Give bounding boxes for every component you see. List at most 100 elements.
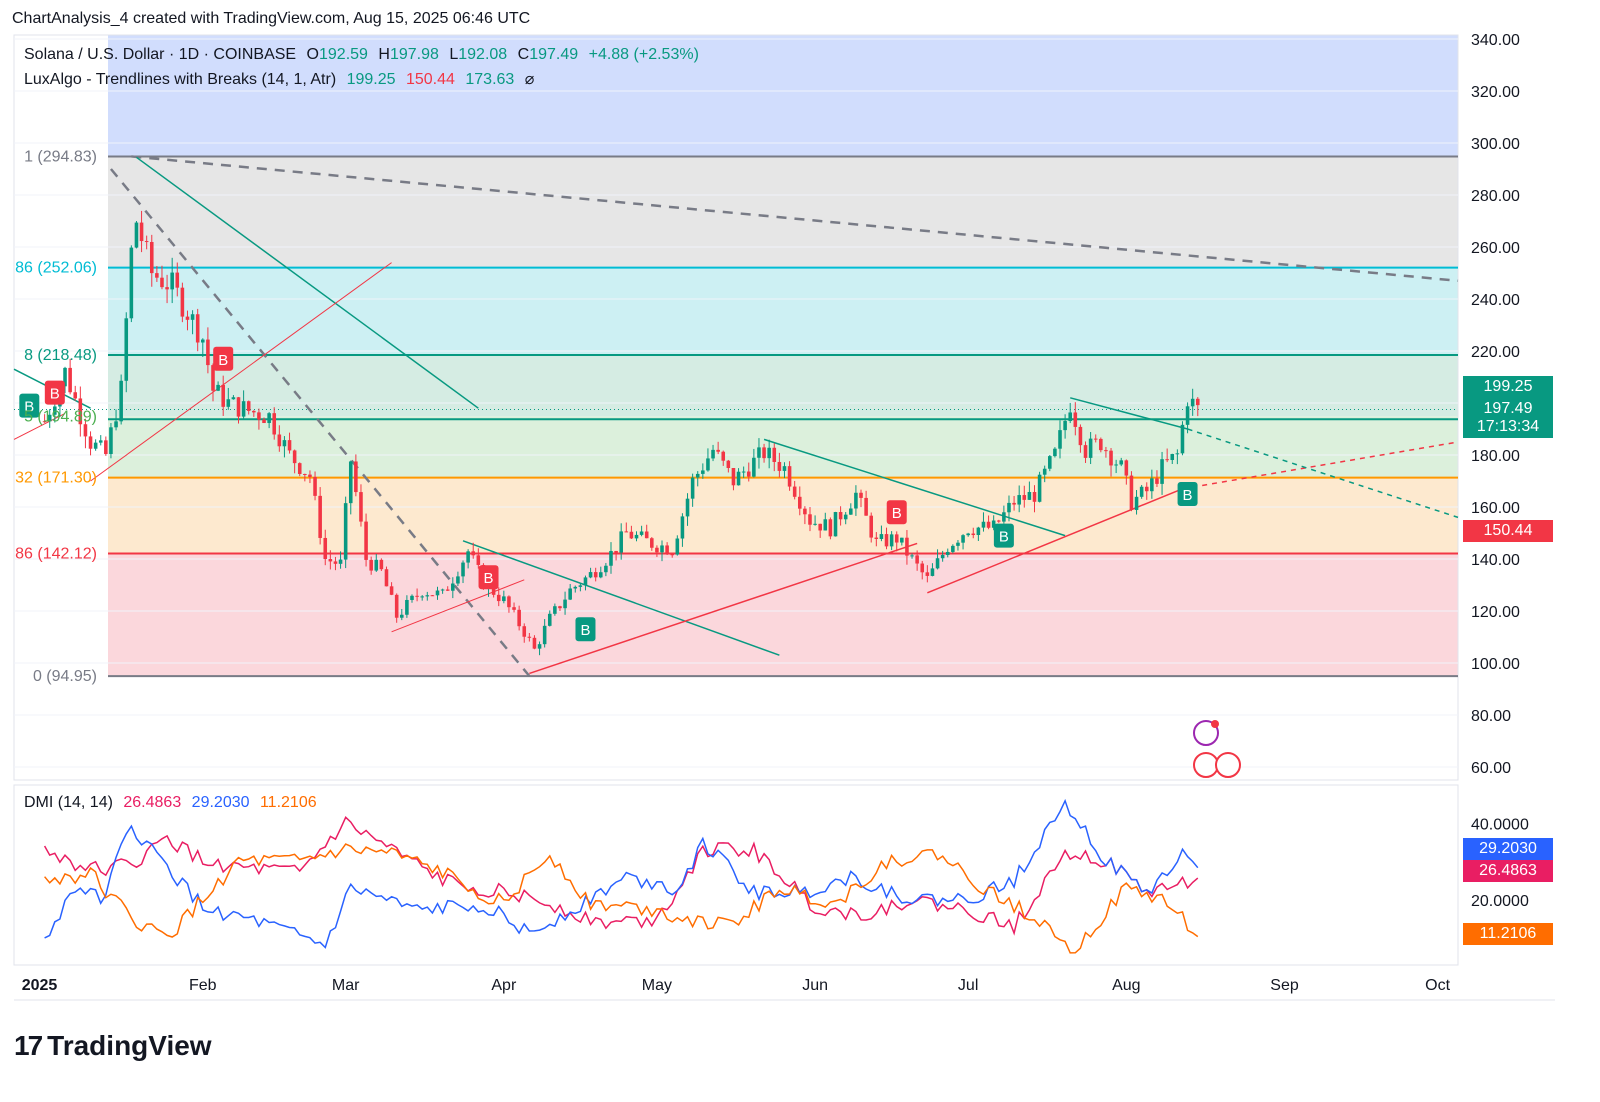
candle-body: [1012, 502, 1016, 505]
downtrend-teal-2: [462, 540, 780, 656]
candle-body: [833, 512, 838, 537]
candle-body: [471, 551, 476, 556]
fib-band-2: [108, 267, 1458, 355]
candle-body: [639, 531, 644, 535]
candle-body: [721, 451, 726, 461]
candle-body: [1129, 475, 1134, 510]
signal-marker-label: B: [24, 399, 34, 416]
candle-body: [1083, 445, 1088, 458]
uptrend-red-4-proj: [1182, 441, 1459, 490]
candle-body: [496, 594, 501, 602]
signal-marker-box: [19, 393, 40, 418]
steep-downtrend-dashed: [109, 168, 531, 677]
uptrend-red-4: [927, 488, 1183, 594]
candle-body: [83, 424, 88, 437]
candle-body: [318, 495, 322, 538]
price-tick-label: 300.00: [1471, 136, 1520, 153]
candle-body: [680, 516, 685, 539]
candle-body: [752, 457, 756, 477]
candle-body: [864, 497, 868, 516]
candle-body: [476, 555, 481, 565]
candle-body: [532, 637, 537, 649]
fib-label-4: 32 (171.30): [15, 470, 97, 487]
downtrend-teal-3: [763, 438, 1066, 537]
candle-body: [762, 447, 766, 459]
candle-body: [155, 273, 159, 278]
candle-body: [1180, 424, 1185, 454]
dmi-series--DI: [44, 798, 1199, 949]
price-tick-label: 320.00: [1471, 84, 1520, 101]
price-tick-label: 140.00: [1471, 552, 1520, 569]
candle-body: [1114, 464, 1118, 466]
low-label: L: [449, 46, 459, 63]
candle-body: [905, 537, 909, 556]
candle-body: [843, 514, 848, 520]
symbol-legend: Solana / U.S. Dollar · 1D · COINBASE O19…: [24, 46, 705, 64]
candle-body: [328, 559, 333, 562]
visibility-icon[interactable]: ⌀: [524, 71, 535, 88]
candle-body: [185, 316, 190, 320]
tradingview-logo[interactable]: 17 TradingView: [14, 1030, 212, 1062]
candle-body: [1144, 486, 1149, 492]
fib-labels: 1 (294.83) 86 (252.06) 8 (218.48) 5 (194.89…: [15, 148, 97, 685]
candle-body: [359, 492, 363, 522]
candle-body: [338, 559, 343, 564]
candle-body: [971, 533, 976, 536]
candle-body: [1109, 450, 1113, 466]
candle-body: [889, 534, 894, 547]
candle-body: [940, 554, 945, 559]
candle-body: [573, 586, 578, 589]
candle-body: [507, 596, 511, 608]
candle-body: [134, 222, 139, 248]
candle-body: [415, 595, 419, 597]
candle-body: [537, 644, 542, 649]
high-value: 197.98: [389, 46, 439, 63]
candle-body: [629, 531, 634, 539]
time-tick-label: Jul: [958, 977, 978, 994]
candle-body: [1017, 495, 1021, 505]
signal-marker-label: B: [50, 386, 60, 403]
time-tick-label: Apr: [491, 977, 517, 994]
candle-body: [410, 595, 414, 600]
candle-body: [180, 287, 185, 317]
downtrend-teal-4: [1070, 397, 1188, 430]
candle-body: [1037, 474, 1042, 502]
countdown-timer: 17:13:34: [1476, 418, 1540, 435]
price-tick-label: 120.00: [1471, 604, 1520, 621]
candle-body: [736, 471, 741, 486]
candle-body: [598, 572, 603, 578]
candle-body: [1160, 459, 1164, 484]
fib-band-0: [108, 35, 1458, 157]
candle-body: [767, 447, 771, 459]
candle-body: [405, 599, 409, 615]
candle-body: [425, 595, 430, 597]
candle-body: [175, 272, 180, 288]
candle-body: [660, 545, 664, 553]
candle-body: [670, 554, 675, 556]
candle-body: [93, 442, 98, 449]
candle-body: [216, 384, 220, 391]
candle-body: [1027, 491, 1032, 500]
signal-marker-box: [478, 565, 499, 590]
candle-body: [68, 367, 72, 393]
candle-body: [558, 606, 562, 609]
price-tick-label: 240.00: [1471, 292, 1520, 309]
candle-body: [1058, 430, 1062, 449]
candle-body: [389, 586, 394, 595]
candle-body: [1078, 426, 1083, 446]
candle-body: [262, 419, 266, 424]
indicator-legend: LuxAlgo - Trendlines with Breaks (14, 1,…: [24, 69, 540, 89]
candle-body: [440, 589, 445, 591]
fib-label-6: 0 (94.95): [33, 668, 97, 685]
candle-body: [991, 520, 996, 528]
candle-body: [1170, 454, 1175, 461]
candle-body: [675, 538, 680, 555]
candle-body: [593, 572, 598, 578]
main-pane-border: [13, 34, 1459, 781]
event-icons: [1193, 720, 1241, 778]
candle-body: [1022, 495, 1027, 500]
fib-lines: [14, 155, 1458, 678]
candle-body: [731, 467, 736, 486]
candle-body: [777, 461, 782, 471]
